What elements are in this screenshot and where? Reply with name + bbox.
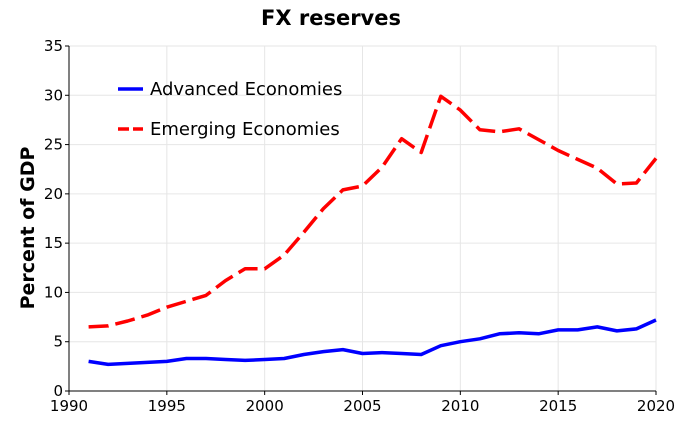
x-tick-label: 2010 — [441, 397, 479, 415]
legend-label: Emerging Economies — [150, 119, 340, 140]
axes — [65, 45, 657, 395]
tick-labels: 0 5 10 15 20 25 30 35 1990 1995 2000 2005 2010 2015 20… — [44, 37, 675, 415]
legend: Advanced Economies Emerging Economies — [118, 79, 342, 140]
y-tick-label: 20 — [44, 185, 63, 203]
y-tick-label: 15 — [44, 234, 63, 252]
x-tick-label: 1995 — [148, 397, 186, 415]
y-tick-label: 5 — [53, 333, 63, 351]
grid-lines — [68, 45, 657, 392]
y-tick-label: 30 — [44, 86, 63, 104]
y-tick-label: 10 — [44, 283, 63, 301]
y-tick-label: 0 — [53, 382, 63, 400]
legend-label: Advanced Economies — [150, 79, 342, 100]
x-tick-label: 1990 — [50, 397, 88, 415]
x-tick-label: 2020 — [637, 397, 675, 415]
series-line-advanced-economies — [88, 318, 657, 367]
chart-title: FX reserves — [261, 6, 401, 30]
x-tick-label: 2005 — [343, 397, 381, 415]
series-lines — [88, 94, 658, 367]
x-tick-label: 2000 — [246, 397, 284, 415]
x-tick-label: 2015 — [539, 397, 577, 415]
y-tick-label: 35 — [44, 37, 63, 55]
y-tick-label: 25 — [44, 136, 63, 154]
y-axis-label: Percent of GDP — [17, 147, 39, 310]
series-line-emerging-economies — [88, 94, 658, 329]
